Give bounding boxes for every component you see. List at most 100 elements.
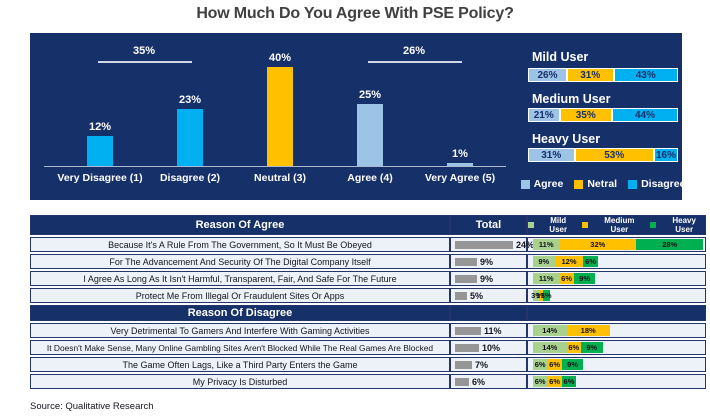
total-cell: 10% [450, 340, 527, 355]
total-cell: 6% [450, 374, 527, 389]
mild-user-swatch-icon [528, 222, 534, 228]
reason-cell: For The Advancement And Security Of The … [30, 254, 450, 269]
bar-very-agree-5 [447, 163, 473, 166]
legend-label: Disagree [641, 178, 686, 190]
reason-cell: It Doesn't Make Sense, Many Online Gambl… [30, 340, 450, 355]
segment-agree: 26% [528, 68, 567, 82]
table-row: Protect Me From Illegal Or Fraudulent Si… [30, 288, 706, 303]
segment-disagree: 44% [612, 108, 678, 122]
segment-mild-user: 14% [533, 342, 567, 353]
bar-neutral-3 [267, 67, 293, 166]
agreement-bar-chart: 12% Very Disagree (1) 23% Disagree (2) 40% Ne… [30, 33, 520, 200]
stacked-bar-mild-user: 26% 31% 43% [528, 68, 678, 82]
table-row: The Game Often Lags, Like a Third Party … [30, 357, 706, 372]
total-value: 9% [480, 273, 494, 284]
legend-item-netral: Netral [574, 178, 617, 190]
user-split-cell: 11% 32% 28% [527, 237, 706, 252]
total-bar [455, 257, 477, 266]
total-value: 7% [475, 359, 489, 370]
reason-cell: The Game Often Lags, Like a Third Party … [30, 357, 450, 372]
total-cell: 9% [450, 254, 527, 269]
reason-cell: My Privacy Is Disturbed [30, 374, 450, 389]
total-bar [455, 343, 479, 352]
bracket-label-total-disagree: 35% [132, 45, 156, 57]
bracket-line-total-agree [368, 61, 462, 63]
segment-mild-user: 6% [533, 359, 548, 370]
total-bar [455, 240, 513, 249]
panel-legend: Agree Netral Disagree [520, 178, 686, 190]
user-group-label-mild-user: Mild User [532, 50, 589, 64]
user-split-cell: 6% 6% 6% [527, 374, 706, 389]
section-header-spacer [450, 305, 527, 321]
segment-medium-user: 6% [566, 342, 581, 353]
table-row: My Privacy Is Disturbed 6% 6% 6% 6% [30, 374, 706, 389]
segment-medium-user: 1% [535, 290, 547, 301]
segment-netral: 35% [559, 108, 612, 122]
category-label: Very Disagree (1) [57, 172, 143, 184]
segment-heavy-user: 9% [573, 273, 596, 284]
segment-disagree: 43% [613, 68, 678, 82]
total-value: 9% [480, 256, 494, 267]
category-label: Disagree (2) [159, 172, 221, 184]
agree-swatch-icon [520, 179, 530, 189]
segment-netral: 31% [567, 68, 614, 82]
reason-cell: Because It's A Rule From The Government,… [30, 237, 450, 252]
user-group-label-heavy-user: Heavy User [532, 132, 601, 146]
segment-mild-user: 9% [533, 256, 555, 267]
medium-user-swatch-icon [582, 222, 589, 228]
total-value: 11% [484, 325, 502, 336]
user-split-cell: 9% 12% 6% [527, 254, 706, 269]
segment-agree: 21% [528, 108, 560, 122]
segment-heavy-user: 6% [583, 256, 598, 267]
total-cell: 9% [450, 271, 527, 286]
total-value: 6% [472, 376, 486, 387]
bracket-label-total-agree: 26% [402, 45, 426, 57]
total-cell: 7% [450, 357, 527, 372]
segment-heavy-user: 6% [561, 376, 577, 387]
user-split-cell: 11% 6% 9% [527, 271, 706, 286]
total-bar [455, 360, 472, 369]
section-header-row: Reason Of Disagree [30, 305, 706, 321]
segment-mild-user: 11% [533, 239, 560, 250]
stacked-bar-medium-user: 21% 35% 44% [528, 108, 678, 122]
section-header-label: Reason Of Disagree [30, 305, 450, 321]
reason-cell: Protect Me From Illegal Or Fraudulent Si… [30, 288, 450, 303]
bracket-line-total-disagree [98, 61, 192, 63]
user-split-cell: 3% 1% 3% [527, 288, 706, 303]
total-value: 24% [516, 239, 535, 250]
table-row: It Doesn't Make Sense, Many Online Gambl… [30, 340, 706, 355]
segment-medium-user: 32% [559, 239, 637, 250]
segment-heavy-user: 9% [580, 342, 603, 353]
segment-netral: 53% [574, 148, 654, 162]
category-label: Very Agree (5) [424, 172, 496, 184]
bar-very-disagree-1 [87, 136, 113, 166]
table-row: Very Detrimental To Gamers And Interfere… [30, 323, 706, 338]
user-group-label-medium-user: Medium User [532, 92, 611, 106]
category-label: Agree (4) [347, 172, 393, 184]
reasons-table: Reason Of Agree Total Mild User Medium U… [30, 213, 706, 391]
total-cell: 5% [450, 288, 527, 303]
segment-heavy-user: 9% [561, 359, 584, 370]
segment-mild-user: 14% [533, 325, 567, 336]
user-groups-panel: Mild User 26% 31% 43% Medium User 21% 35% 44% He… [528, 33, 680, 200]
legend-label: Medium User [604, 216, 635, 234]
legend-label: Netral [587, 178, 618, 190]
header-user-legend: Mild User Medium User Heavy User [527, 215, 706, 235]
reason-cell: Very Detrimental To Gamers And Interfere… [30, 323, 450, 338]
bar-value-label: 40% [268, 52, 292, 64]
header-reason-of-agree: Reason Of Agree [30, 215, 450, 235]
netral-swatch-icon [574, 179, 584, 189]
source-note: Source: Qualitative Research [30, 401, 154, 412]
table-row: Because It's A Rule From The Government,… [30, 237, 706, 252]
total-value: 5% [470, 290, 484, 301]
segment-medium-user: 6% [547, 376, 562, 387]
section-header-spacer [527, 305, 706, 321]
bar-value-label: 12% [88, 121, 112, 133]
stacked-bar-heavy-user: 31% 53% 16% [528, 148, 678, 162]
segment-mild-user: 6% [533, 376, 548, 387]
segment-medium-user: 6% [547, 359, 562, 370]
segment-medium-user: 18% [566, 325, 610, 336]
total-bar [455, 291, 467, 300]
reason-cell: I Agree As Long As It Isn't Harmful, Tra… [30, 271, 450, 286]
legend-label: Agree [533, 178, 564, 190]
